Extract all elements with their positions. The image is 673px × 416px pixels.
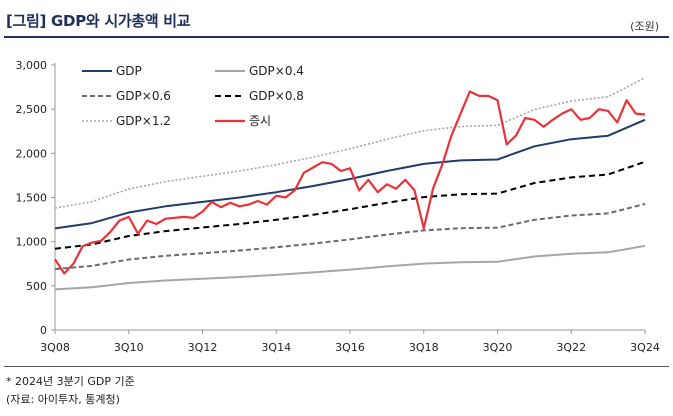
x-tick-label: 3Q20 [483,341,513,354]
x-tick-label: 3Q18 [409,341,439,354]
legend-label-gdp04: GDP×0.4 [249,64,304,78]
unit-label: (조원) [630,20,659,33]
y-tick-label: 1,000 [16,236,48,249]
y-tick-label: 2,000 [16,147,48,160]
legend-label-gdp08: GDP×0.8 [249,89,304,103]
x-tick-label: 3Q08 [40,341,70,354]
chart-axes: 0 500 1,000 1,500 2,000 2,500 3,000 3Q08 3Q10 3Q1… [16,59,660,354]
series-line-gdp04 [54,244,646,291]
legend-label-gdp06: GDP×0.6 [116,89,171,103]
footnote: * 2024년 3분기 GDP 기준 [6,375,135,388]
bottom-rule [4,366,669,367]
y-tick-label: 2,500 [16,103,48,116]
series-line-gdp [54,118,646,230]
legend-label-market: 증시 [249,114,271,128]
y-tick-label: 500 [26,280,47,293]
series-line-market [54,90,646,275]
x-tick-label: 3Q10 [114,341,144,354]
y-tick-label: 3,000 [16,59,48,72]
top-rule [4,36,669,38]
legend-label-gdp: GDP [116,64,142,78]
chart-legend: GDP GDP×0.4 GDP×0.6 GDP×0.8 GDP×1.2 증시 [82,64,304,128]
x-tick-label: 3Q12 [188,341,218,354]
chart-series [54,76,646,291]
x-tick-label: 3Q16 [335,341,365,354]
x-tick-label: 3Q22 [556,341,586,354]
series-line-gdp08 [54,160,646,250]
series-line-gdp12 [54,76,646,209]
x-tick-label: 3Q14 [261,341,291,354]
figure-title: [그림] GDP와 시가총액 비교 [6,12,191,30]
y-tick-label: 0 [40,324,47,337]
x-tick-label: 3Q24 [630,341,660,354]
source-note: (자료: 아이투자, 통계청) [6,393,120,406]
y-tick-label: 1,500 [16,192,48,205]
series-line-gdp06 [54,202,646,271]
legend-label-gdp12: GDP×1.2 [116,114,171,128]
